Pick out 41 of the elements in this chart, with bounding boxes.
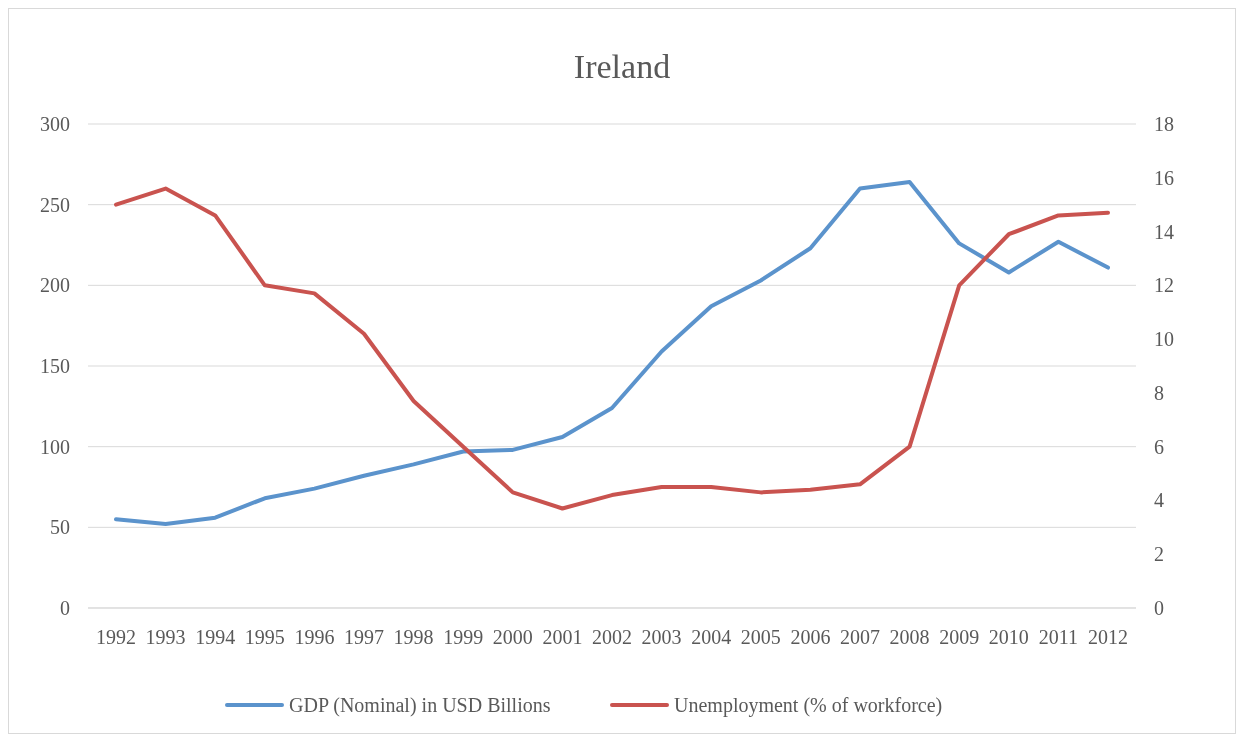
x-tick-label: 2006: [790, 626, 831, 648]
x-tick-label: 2009: [939, 626, 980, 648]
x-tick-label: 2003: [641, 626, 682, 648]
legend-label: GDP (Nominal) in USD Billions: [289, 694, 551, 717]
x-tick-label: 2002: [592, 626, 632, 648]
x-tick-label: 2012: [1088, 626, 1128, 648]
legend-label: Unemployment (% of workforce): [674, 694, 943, 717]
x-tick-label: 2010: [988, 626, 1029, 648]
y2-tick-label: 10: [1154, 328, 1174, 351]
x-tick-label: 1992: [96, 626, 136, 648]
y-tick-label: 250: [40, 193, 70, 216]
y2-tick-label: 2: [1154, 543, 1164, 566]
x-tick-label: 2001: [542, 626, 583, 648]
y2-tick-label: 18: [1154, 113, 1174, 135]
y-tick-label: 0: [60, 597, 70, 619]
y2-tick-label: 4: [1154, 489, 1164, 512]
y2-tick-label: 8: [1154, 381, 1164, 404]
chart-title: Ireland: [573, 48, 671, 85]
x-tick-label: 2011: [1038, 626, 1079, 648]
x-tick-label: 2008: [889, 626, 930, 648]
x-tick-label: 1994: [195, 626, 236, 648]
y2-tick-label: 12: [1154, 274, 1174, 297]
x-tick-label: 1993: [145, 626, 186, 648]
x-tick-label: 1998: [393, 626, 434, 648]
x-tick-label: 1996: [294, 626, 335, 648]
y2-tick-label: 14: [1154, 220, 1174, 243]
y-tick-label: 200: [40, 274, 70, 297]
x-tick-label: 2007: [840, 626, 880, 648]
y-tick-label: 50: [50, 516, 70, 539]
x-tick-label: 1999: [443, 626, 484, 648]
y-tick-label: 300: [40, 113, 70, 135]
x-tick-label: 2004: [691, 626, 732, 648]
y-tick-label: 100: [40, 435, 70, 458]
x-tick-label: 1995: [244, 626, 285, 648]
x-tick-label: 2000: [492, 626, 533, 648]
y2-tick-label: 6: [1154, 435, 1164, 458]
x-tick-label: 1997: [344, 626, 384, 648]
y-tick-label: 150: [40, 355, 70, 377]
x-tick-label: 2005: [740, 626, 781, 648]
y2-tick-label: 16: [1154, 166, 1174, 189]
y2-tick-label: 0: [1154, 597, 1164, 619]
